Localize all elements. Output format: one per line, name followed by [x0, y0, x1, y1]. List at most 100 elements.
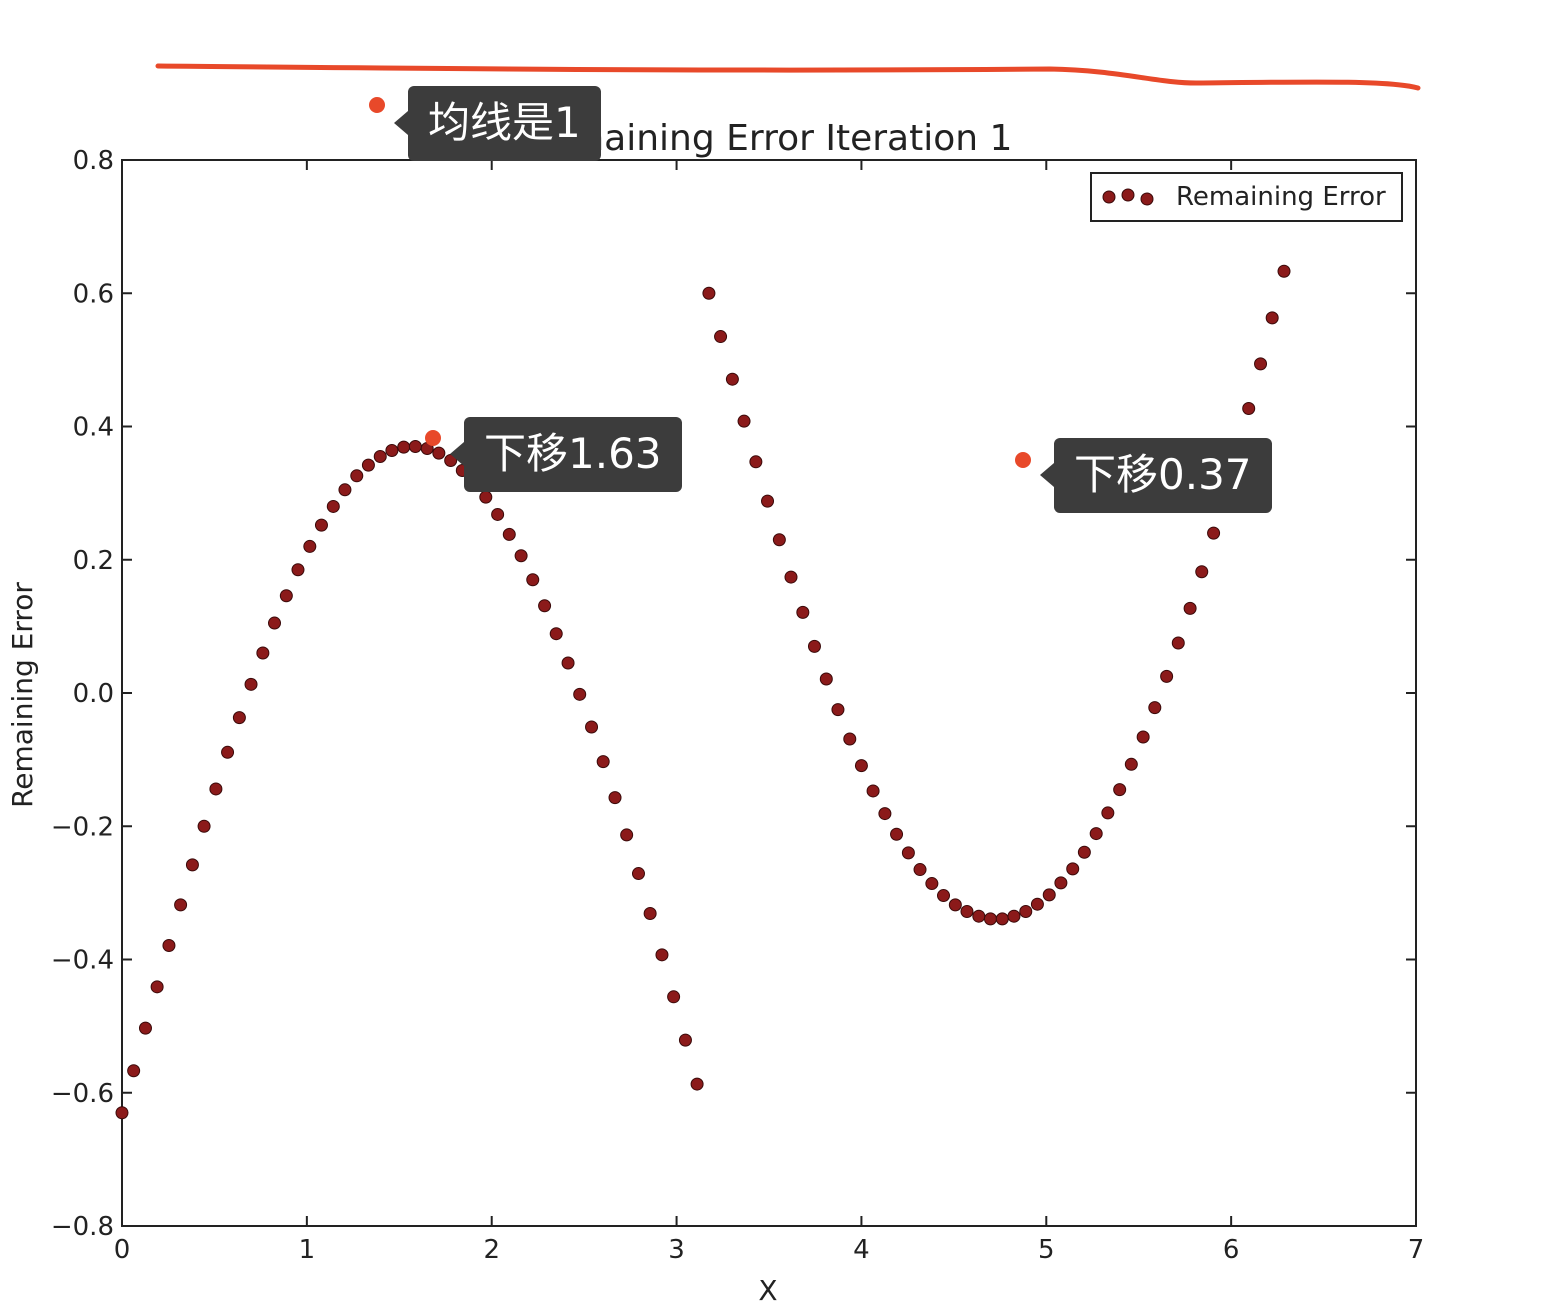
- data-point: [197, 819, 211, 833]
- data-point: [338, 483, 352, 497]
- y-tick-label: −0.6: [51, 1079, 114, 1109]
- data-point: [397, 440, 411, 454]
- data-point: [1183, 601, 1197, 615]
- x-tick-label: 6: [1223, 1235, 1240, 1265]
- data-point: [901, 846, 915, 860]
- data-point: [1101, 806, 1115, 820]
- data-point: [643, 907, 657, 921]
- data-point: [244, 677, 258, 691]
- data-point: [678, 1033, 692, 1047]
- annotation-dot: [1015, 452, 1031, 468]
- data-point: [831, 703, 845, 717]
- x-tick-label: 3: [668, 1235, 685, 1265]
- data-point: [890, 827, 904, 841]
- data-point: [1148, 701, 1162, 715]
- chart-title: Remaining Error Iteration 1: [524, 118, 1013, 159]
- data-point: [502, 527, 516, 541]
- data-point: [303, 539, 317, 553]
- annotation-mean-line[interactable]: 均线是1: [394, 86, 601, 161]
- data-point: [608, 791, 622, 805]
- y-tick-label: 0.4: [73, 413, 114, 443]
- data-point: [596, 755, 610, 769]
- data-point: [937, 889, 951, 903]
- data-point: [115, 1106, 129, 1120]
- data-point: [725, 372, 739, 386]
- data-point: [631, 867, 645, 881]
- data-point: [350, 469, 364, 483]
- annotation-shift-right[interactable]: 下移0.37: [1040, 438, 1272, 513]
- data-point: [314, 518, 328, 532]
- data-point: [150, 980, 164, 994]
- data-point: [702, 286, 716, 300]
- data-point: [714, 330, 728, 344]
- data-point: [479, 490, 493, 504]
- data-point: [1054, 876, 1068, 890]
- data-point: [232, 711, 246, 725]
- data-point: [690, 1077, 704, 1091]
- data-point: [491, 507, 505, 521]
- data-point: [878, 807, 892, 821]
- data-point: [185, 858, 199, 872]
- axis-ticks: 0 1 2 3 4 5 6 7 0.8 0.6 0.4 0.2 0.0 −0.2 −0.4 −0.6 −0.8: [51, 146, 1424, 1265]
- data-point: [514, 549, 528, 563]
- data-point: [408, 439, 422, 453]
- data-point: [948, 898, 962, 912]
- annotation-dot: [369, 97, 385, 113]
- data-point: [573, 687, 587, 701]
- data-point: [913, 863, 927, 877]
- x-tick-label: 5: [1038, 1235, 1055, 1265]
- y-tick-label: 0.8: [73, 146, 114, 176]
- data-point: [373, 449, 387, 463]
- data-point: [1136, 730, 1150, 744]
- data-point: [620, 828, 634, 842]
- data-point: [1089, 827, 1103, 841]
- data-point: [960, 905, 974, 919]
- legend-marker: [1102, 190, 1116, 204]
- x-tick-label: 0: [114, 1235, 131, 1265]
- data-point: [737, 414, 751, 428]
- data-point: [526, 573, 540, 587]
- y-tick-label: 0.6: [73, 279, 114, 309]
- legend-label: Remaining Error: [1176, 182, 1386, 212]
- data-point: [655, 948, 669, 962]
- data-point: [221, 745, 235, 759]
- annotation-shift-left[interactable]: 下移1.63: [450, 417, 682, 492]
- data-point: [1207, 526, 1221, 540]
- data-point: [749, 455, 763, 469]
- data-point: [1113, 783, 1127, 797]
- data-point: [866, 784, 880, 798]
- y-axis-label: Remaining Error: [6, 582, 39, 808]
- data-point: [268, 616, 282, 630]
- data-point: [784, 570, 798, 584]
- data-point: [1019, 905, 1033, 919]
- data-point: [538, 599, 552, 613]
- data-point: [1242, 402, 1256, 416]
- data-point: [1171, 636, 1185, 650]
- y-tick-label: −0.8: [51, 1212, 114, 1242]
- annotation-dot: [425, 430, 441, 446]
- data-point: [291, 563, 305, 577]
- data-point: [843, 732, 857, 746]
- data-point: [667, 990, 681, 1004]
- data-point: [761, 494, 775, 508]
- data-point: [585, 720, 599, 734]
- x-tick-label: 1: [299, 1235, 316, 1265]
- data-point: [1195, 565, 1209, 579]
- plot-area: [121, 159, 1417, 1227]
- y-tick-label: −0.4: [51, 946, 114, 976]
- data-point: [1160, 669, 1174, 683]
- legend-marker: [1121, 188, 1135, 202]
- data-point: [925, 877, 939, 891]
- data-point: [1077, 845, 1091, 859]
- y-tick-label: −0.2: [51, 812, 114, 842]
- data-point: [174, 898, 188, 912]
- x-tick-label: 4: [853, 1235, 870, 1265]
- legend: Remaining Error: [1090, 172, 1403, 222]
- data-point: [162, 939, 176, 953]
- data-point: [1254, 357, 1268, 371]
- data-point: [854, 759, 868, 773]
- data-point: [819, 672, 833, 686]
- x-tick-label: 2: [483, 1235, 500, 1265]
- data-point: [326, 499, 340, 513]
